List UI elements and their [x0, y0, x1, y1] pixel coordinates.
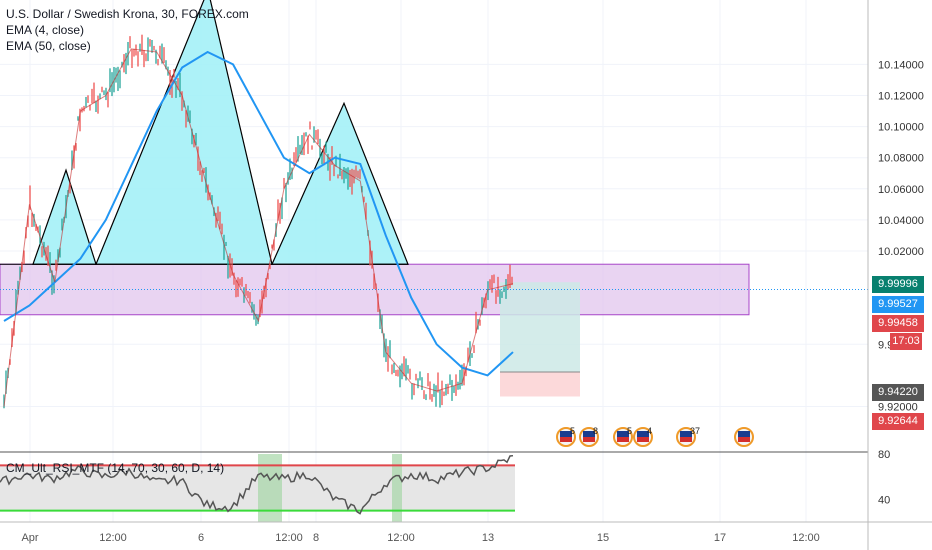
x-tick-label: 12:00 — [99, 532, 127, 544]
x-tick-label: Apr — [21, 532, 38, 544]
price-tag-ema: 9.99527 — [872, 296, 924, 313]
event-flag-canton — [680, 431, 692, 437]
price-axis — [868, 0, 932, 550]
long-stop-box — [500, 371, 580, 397]
event-flag-stripes — [637, 437, 649, 442]
x-tick-label: 12:00 — [387, 532, 415, 544]
rsi-line — [0, 454, 514, 515]
rsi-oversold-highlight — [258, 454, 282, 522]
price-tag-stop: 9.92644 — [872, 413, 924, 430]
x-tick-label: 12:00 — [792, 532, 820, 544]
event-flag-canton — [583, 431, 595, 437]
y-tick-label: 9.92000 — [878, 402, 918, 414]
symbol-title: U.S. Dollar / Swedish Krona, 30, FOREX.c… — [6, 7, 249, 21]
y-tick-label: 10.02000 — [878, 246, 924, 258]
rsi-y-tick-label: 80 — [878, 449, 890, 461]
ema-slow-label: EMA (50, close) — [6, 39, 91, 53]
rsi-y-tick-label: 40 — [878, 494, 890, 506]
y-tick-label: 10.04000 — [878, 215, 924, 227]
ema-50-line — [3, 50, 514, 377]
x-tick-label: 12:00 — [275, 532, 303, 544]
price-tag-current: 9.99996 — [872, 276, 924, 293]
countdown-tag: 17:03 — [890, 333, 922, 350]
event-count: 4 — [647, 426, 652, 436]
event-flag-canton — [560, 431, 572, 437]
ema-4-line — [3, 48, 514, 407]
x-tick-label: 17 — [714, 532, 726, 544]
x-tick-label: 6 — [198, 532, 204, 544]
price-tag-zone: 9.99458 — [872, 315, 924, 332]
event-flag-stripes — [617, 437, 629, 442]
event-flag-stripes — [583, 437, 595, 442]
rsi-band — [0, 465, 515, 511]
x-tick-label: 13 — [482, 532, 494, 544]
y-tick-label: 10.14000 — [878, 59, 924, 71]
ema-fast-label: EMA (4, close) — [6, 23, 85, 37]
event-flag-stripes — [560, 437, 572, 442]
y-tick-label: 10.10000 — [878, 122, 924, 134]
event-flag-canton — [738, 431, 750, 437]
event-count: 5 — [627, 426, 632, 436]
y-tick-label: 10.08000 — [878, 153, 924, 165]
event-flag-canton — [637, 431, 649, 437]
event-flag-stripes — [738, 437, 750, 442]
x-tick-label: 15 — [597, 532, 609, 544]
event-count: 5 — [570, 426, 575, 436]
price-tag-entry: 9.94220 — [872, 384, 924, 401]
rsi-oversold-highlight — [392, 454, 402, 522]
chart-legend: U.S. Dollar / Swedish Krona, 30, FOREX.c… — [6, 6, 249, 54]
x-tick-label: 8 — [313, 532, 319, 544]
long-target-box — [500, 282, 580, 372]
event-flag-stripes — [680, 437, 692, 442]
event-count: 8 — [593, 426, 598, 436]
event-flag-canton — [617, 431, 629, 437]
event-count: 37 — [690, 426, 700, 436]
y-tick-label: 10.12000 — [878, 91, 924, 103]
y-tick-label: 10.06000 — [878, 184, 924, 196]
rsi-indicator-label: CM_Ult_RSI_MTF (14, 70, 30, 60, D, 14) — [6, 461, 225, 475]
